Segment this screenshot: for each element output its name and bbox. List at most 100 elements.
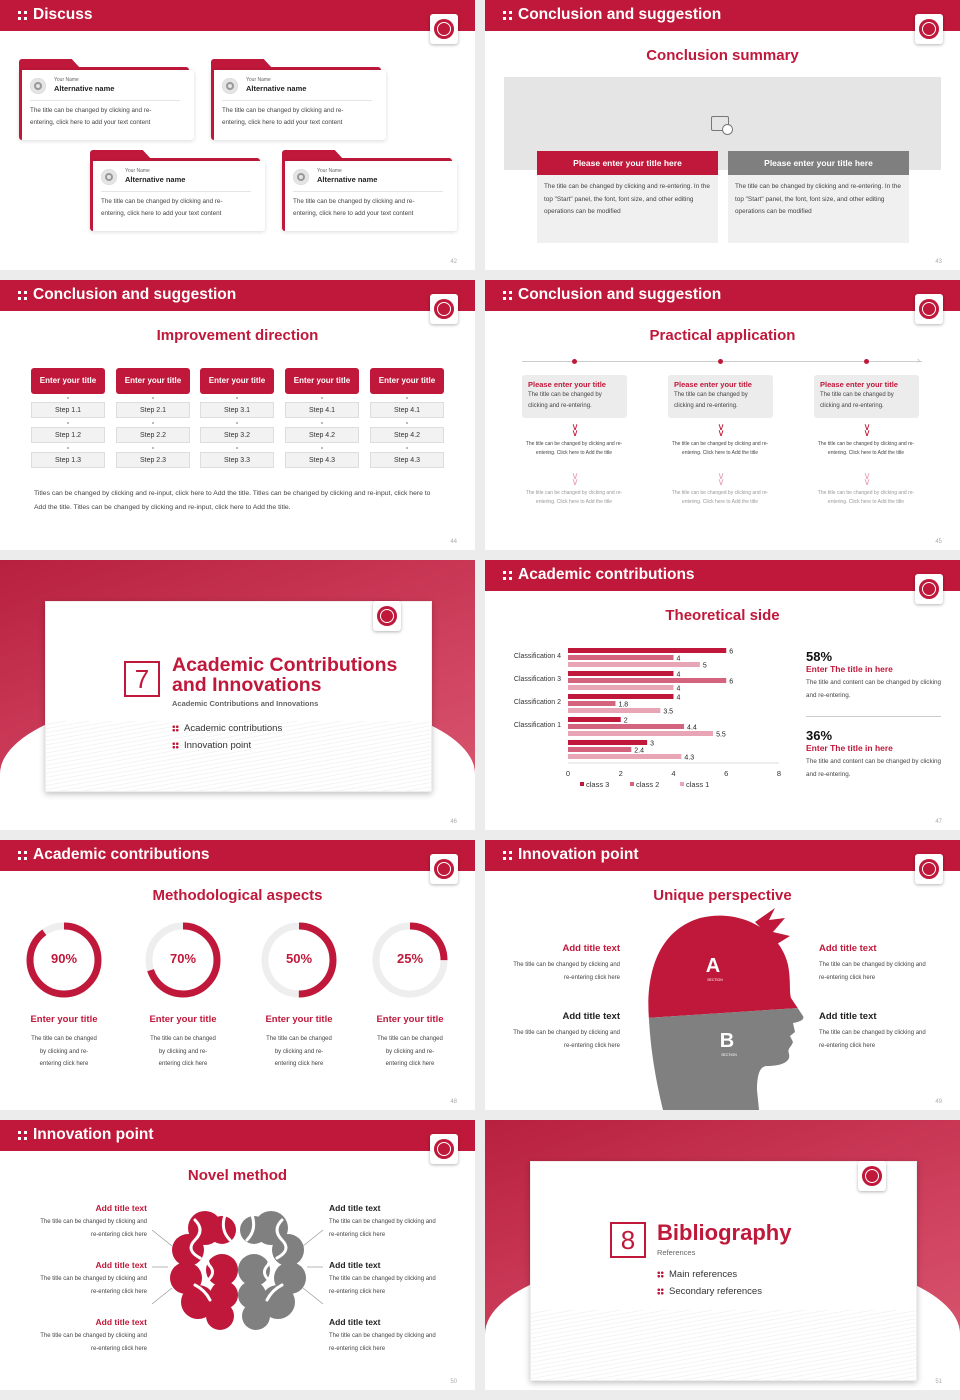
data-label: 4 (677, 672, 681, 679)
brain-fold (221, 1213, 232, 1242)
label-text: The title can be changed by clicking and… (329, 1219, 436, 1238)
ring-percent-label: 25% (396, 951, 424, 966)
section-title: Academic Contributions and Innovations (172, 654, 398, 696)
step-box[interactable]: Step 2.1 (116, 402, 190, 418)
step-box[interactable]: Step 3.2 (200, 427, 274, 443)
university-logo (430, 294, 458, 324)
slide-47[interactable]: Academic contributions Theoretical side 3 2… (485, 560, 960, 830)
slide-title: Methodological aspects (152, 887, 323, 904)
brain-fold (265, 1283, 284, 1302)
slide-header: Discuss (0, 0, 475, 31)
profile-card[interactable]: Your Name Alternative name The title can b… (19, 70, 194, 140)
bar-class-1 (568, 662, 700, 667)
ring-fill (26, 922, 102, 998)
grid-dots-icon (503, 851, 512, 860)
university-logo (430, 14, 458, 44)
section-item[interactable]: Main references (669, 1269, 738, 1280)
profile-card[interactable]: Your Name Alternative name The title can b… (211, 70, 386, 140)
bar-class-3 (568, 740, 648, 745)
data-label: 2.4 (634, 748, 644, 755)
slide-42[interactable]: Discuss Your Name Alternative name The titl… (0, 0, 475, 270)
item-subtext-faded: The title can be changed by clicking and… (671, 490, 769, 505)
step-box[interactable]: Step 4.3 (370, 452, 444, 468)
header-title: Conclusion and suggestion (33, 286, 237, 303)
section-b-letter: B (720, 1030, 734, 1052)
step-box[interactable]: Step 1.3 (31, 452, 105, 468)
step-box[interactable]: Step 4.2 (285, 427, 359, 443)
item-title: Please enter your title (674, 380, 752, 389)
step-box[interactable]: Step 4.2 (370, 427, 444, 443)
section-subtitle: References (657, 1248, 696, 1257)
column-title-button[interactable]: Enter your title (370, 368, 444, 394)
section-title: Bibliography (657, 1220, 792, 1245)
slide-45[interactable]: Conclusion and suggestion Practical appli… (485, 280, 960, 550)
column-title-button[interactable]: Enter your title (200, 368, 274, 394)
university-logo (430, 1134, 458, 1164)
header-title: Conclusion and suggestion (518, 286, 722, 303)
card-name: Alternative name (125, 175, 186, 184)
slide-title: Unique perspective (653, 887, 792, 904)
ring-percent-label: 90% (50, 951, 78, 966)
profile-card[interactable]: Your Name Alternative name The title can b… (282, 161, 457, 231)
timeline-dot (864, 359, 869, 364)
step-box[interactable]: Step 1.1 (31, 402, 105, 418)
legend-label: class 3 (586, 780, 609, 789)
section-item[interactable]: Academic contributions (184, 723, 283, 734)
stat-2-title: Enter The title in here (806, 743, 893, 753)
grid-dots-icon (503, 11, 512, 20)
step-box[interactable]: Step 3.3 (200, 452, 274, 468)
head-bottom-shape (648, 1005, 804, 1110)
step-box[interactable]: Step 4.3 (285, 452, 359, 468)
connector-dot (236, 447, 238, 449)
slide-51[interactable]: 8 Bibliography References Main references Se… (485, 1120, 960, 1390)
data-label: 3.5 (663, 709, 673, 716)
connector-dot (406, 422, 408, 424)
page-number: 51 (935, 1379, 942, 1385)
slide-title: Conclusion summary (646, 47, 799, 64)
label-title: Add title text (95, 1260, 147, 1270)
slide-49[interactable]: Innovation point Unique perspective A SECTI… (485, 840, 960, 1110)
connector-dot (152, 397, 154, 399)
card-name: Alternative name (317, 175, 378, 184)
profile-card[interactable]: Your Name Alternative name The title can b… (90, 161, 265, 231)
brain-fold (193, 1283, 212, 1302)
card-tab (90, 150, 152, 160)
slide-43[interactable]: Conclusion and suggestion Conclusion summ… (485, 0, 960, 270)
slide-44[interactable]: Conclusion and suggestion Improvement dir… (0, 280, 475, 550)
slide-50[interactable]: Innovation point Novel method Add title te… (0, 1120, 475, 1390)
label-title: Add title text (329, 1260, 381, 1270)
plus-badge-icon (722, 124, 733, 135)
lobe (238, 1281, 266, 1309)
bar-class-2 (568, 747, 632, 752)
column-title-button[interactable]: Enter your title (116, 368, 190, 394)
column-title-button[interactable]: Enter your title (285, 368, 359, 394)
lobe (238, 1254, 270, 1286)
step-box[interactable]: Step 3.1 (200, 402, 274, 418)
progress-ring (26, 922, 102, 998)
label-title: Add title text (562, 1011, 620, 1022)
connector-dot (67, 447, 69, 449)
step-box[interactable]: Step 1.2 (31, 427, 105, 443)
slide-header: Academic contributions (0, 840, 475, 871)
step-box[interactable]: Step 4.1 (370, 402, 444, 418)
label-title: Add title text (819, 1011, 877, 1022)
section-item[interactable]: Secondary references (669, 1286, 762, 1297)
step-box[interactable]: Step 2.3 (116, 452, 190, 468)
double-chevron-down-icon: ∨ ∨ (571, 422, 579, 439)
x-tick-label: 8 (777, 769, 781, 778)
section-item[interactable]: Innovation point (184, 740, 252, 751)
connector-dot (67, 397, 69, 399)
step-box[interactable]: Step 2.2 (116, 427, 190, 443)
university-logo (373, 601, 401, 631)
slide-46[interactable]: 7 Academic Contributions and Innovations A… (0, 560, 475, 830)
label-title: Add title text (562, 943, 620, 954)
lobe (206, 1254, 238, 1286)
column-title-button[interactable]: Enter your title (31, 368, 105, 394)
university-logo (915, 294, 943, 324)
connector-dot (152, 447, 154, 449)
slide-48[interactable]: Academic contributions Methodological asp… (0, 840, 475, 1110)
label-text: The title can be changed by clicking and… (329, 1276, 436, 1295)
step-box[interactable]: Step 4.1 (285, 402, 359, 418)
box-title: Please enter your title here (728, 151, 909, 175)
